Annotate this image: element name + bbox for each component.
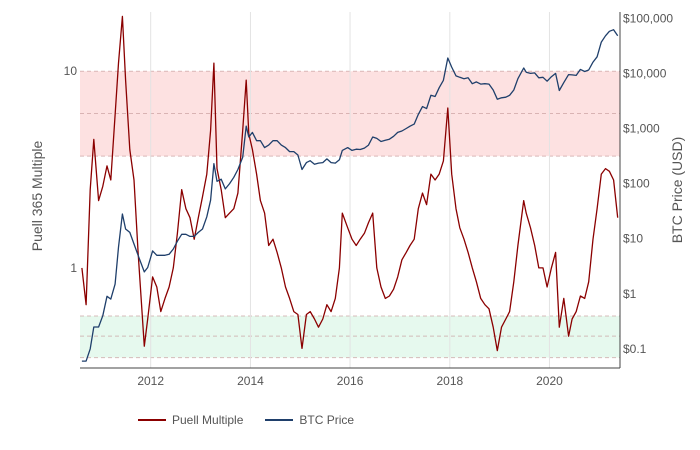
legend-label-puell: Puell Multiple (172, 413, 244, 427)
y-left-tick-1: 1 (70, 261, 77, 275)
y-right-tick-6: $100,000 (623, 11, 673, 25)
x-tick-2012: 2012 (137, 374, 164, 388)
legend-item-btc[interactable]: BTC Price (265, 413, 354, 427)
left-axis-title: Puell 365 Multiple (29, 141, 45, 252)
y-right-tick-1: $1 (623, 287, 637, 301)
y-right-tick-2: $10 (623, 232, 643, 246)
legend-item-puell[interactable]: Puell Multiple (138, 413, 243, 427)
y-right-tick-5: $10,000 (623, 66, 667, 80)
x-tick-2018: 2018 (436, 374, 463, 388)
y-right-tick-3: $100 (623, 177, 650, 191)
legend-swatch-btc (265, 419, 294, 421)
series-layer (81, 15, 619, 362)
x-tick-2014: 2014 (237, 374, 264, 388)
y-right-tick-0: $0.1 (623, 342, 647, 356)
puell-multiple-line (81, 15, 619, 352)
legend-label-btc: BTC Price (299, 413, 355, 427)
grid-layer (150, 12, 550, 368)
axis-layer: 2012 2014 2016 2018 2020 1 10 $0.1 $1 $10 $100 $1,0… (64, 11, 674, 388)
y-right-tick-4: $1,000 (623, 121, 660, 135)
x-tick-2016: 2016 (337, 374, 364, 388)
y-left-tick-10: 10 (64, 64, 78, 78)
x-tick-2020: 2020 (536, 374, 563, 388)
legend-swatch-puell (138, 419, 166, 421)
chart-legend: Puell Multiple BTC Price (138, 413, 354, 427)
btc-price-line (81, 29, 619, 362)
right-axis-title: BTC Price (USD) (669, 137, 685, 244)
